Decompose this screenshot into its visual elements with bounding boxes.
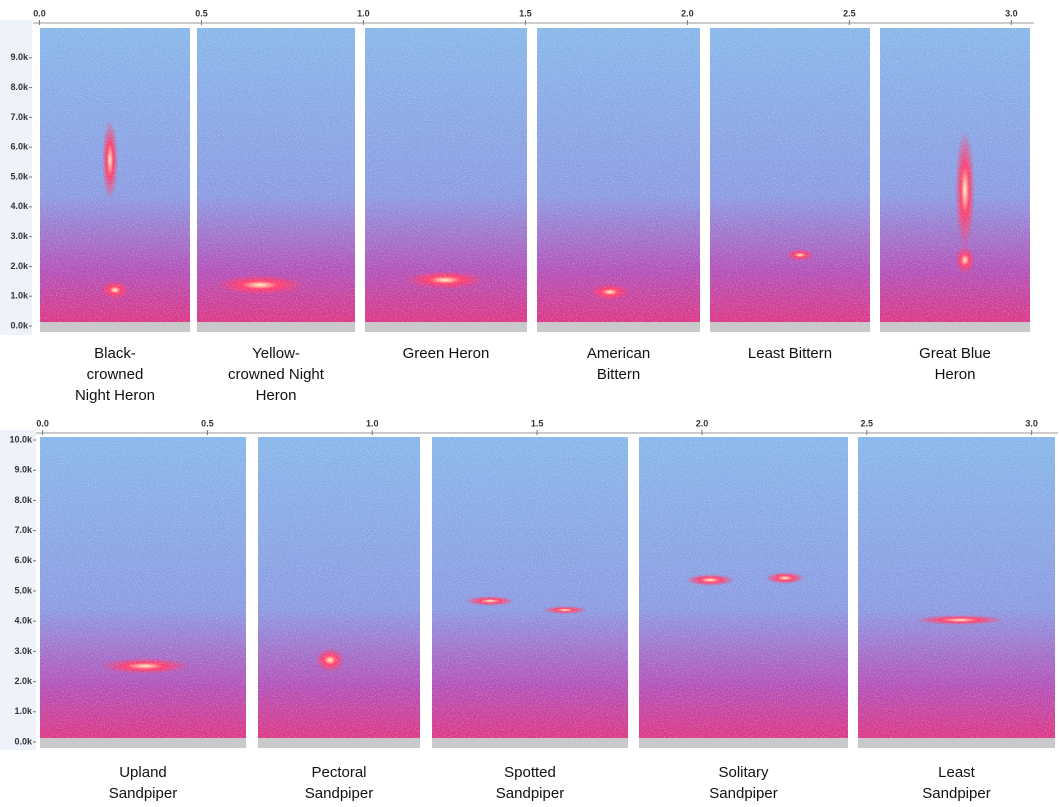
- y-tick-label: 9.0k: [14, 465, 33, 475]
- y-tick-label: 6.0k: [10, 142, 29, 152]
- y-tick-label: 8.0k: [14, 495, 33, 505]
- noise-band: [639, 737, 848, 748]
- speckle: [880, 28, 1030, 323]
- spectrogram-panel: [537, 28, 700, 332]
- x-tick-label: 2.0: [681, 8, 694, 18]
- speckle: [537, 28, 700, 323]
- species-label: Least Bittern: [747, 345, 833, 362]
- x-tick-label: 3.0: [1005, 8, 1018, 18]
- species-label: Pectoral Sandpiper: [304, 764, 374, 802]
- spectrogram-panel: [40, 437, 246, 748]
- noise-band: [197, 322, 355, 332]
- x-tick-label: 2.5: [861, 418, 874, 428]
- noise-band: [40, 737, 246, 748]
- spectrogram-panel: [880, 28, 1030, 332]
- noise-band: [537, 322, 700, 332]
- spectrogram-panel: [40, 28, 190, 332]
- spectrogram-panel: [858, 437, 1055, 748]
- y-tick-label: 7.0k: [14, 525, 33, 535]
- speckle: [40, 28, 190, 323]
- y-tick-label: 6.0k: [14, 555, 33, 565]
- x-tick-label: 2.0: [696, 418, 709, 428]
- y-tick-label: 3.0k: [14, 646, 33, 656]
- y-tick-label: 3.0k: [10, 231, 29, 241]
- speckle: [258, 437, 420, 738]
- species-label: Black- crowned Night Heron: [74, 345, 156, 404]
- x-tick-label: 0.5: [201, 418, 214, 428]
- y-tick-label: 1.0k: [14, 706, 33, 716]
- speckle: [197, 28, 355, 323]
- species-label: Upland Sandpiper: [108, 764, 178, 802]
- y-tick-label: 4.0k: [10, 201, 29, 211]
- species-label: Solitary Sandpiper: [709, 764, 778, 802]
- x-tick-label: 1.0: [357, 8, 370, 18]
- spectrogram-panel: [258, 437, 420, 748]
- spectrogram-panel: [432, 437, 628, 748]
- spectrogram-panel: [710, 28, 870, 332]
- noise-band: [880, 322, 1030, 332]
- y-tick-label: 5.0k: [14, 585, 33, 595]
- y-tick-label: 4.0k: [14, 616, 33, 626]
- y-tick-label: 0.0k: [10, 320, 29, 330]
- y-tick-label: 2.0k: [10, 261, 29, 271]
- noise-band: [365, 322, 527, 332]
- species-label: Yellow- crowned Night Heron: [228, 345, 324, 404]
- x-tick-label: 2.5: [843, 8, 856, 18]
- speckle: [858, 437, 1055, 738]
- noise-band: [858, 737, 1055, 748]
- speckle: [365, 28, 527, 323]
- x-tick-label: 1.5: [531, 418, 544, 428]
- x-tick-label: 0.0: [36, 418, 49, 428]
- x-tick-label: 1.5: [519, 8, 532, 18]
- x-tick-label: 1.0: [366, 418, 379, 428]
- y-tick-label: 10.0k: [9, 434, 33, 444]
- noise-band: [710, 322, 870, 332]
- y-tick-label: 9.0k: [10, 52, 29, 62]
- species-label: American Bittern: [586, 345, 651, 383]
- x-tick-label: 0.0: [33, 8, 46, 18]
- y-tick-label: 0.0k: [14, 736, 33, 746]
- y-tick-label: 7.0k: [10, 112, 29, 122]
- x-tick-label: 0.5: [195, 8, 208, 18]
- spectrogram-panel: [197, 28, 355, 332]
- noise-band: [40, 322, 190, 332]
- speckle: [40, 437, 246, 738]
- noise-band: [258, 737, 420, 748]
- speckle: [639, 437, 848, 738]
- noise-band: [432, 737, 628, 748]
- spectrogram-panel: [365, 28, 527, 332]
- y-tick-label: 5.0k: [10, 171, 29, 181]
- y-tick-label: 1.0k: [10, 291, 29, 301]
- species-label: Spotted Sandpiper: [495, 764, 565, 802]
- spectrogram-panel: [639, 437, 848, 748]
- species-label: Least Sandpiper: [922, 764, 991, 802]
- speckle: [432, 437, 628, 738]
- axis-strip: [0, 430, 36, 750]
- species-label: Green Heron: [402, 345, 490, 362]
- y-tick-label: 8.0k: [10, 82, 29, 92]
- axis-strip: [0, 20, 32, 335]
- x-tick-label: 3.0: [1025, 418, 1038, 428]
- species-label: Great Blue Heron: [919, 345, 991, 383]
- speckle: [710, 28, 870, 323]
- y-tick-label: 2.0k: [14, 676, 33, 686]
